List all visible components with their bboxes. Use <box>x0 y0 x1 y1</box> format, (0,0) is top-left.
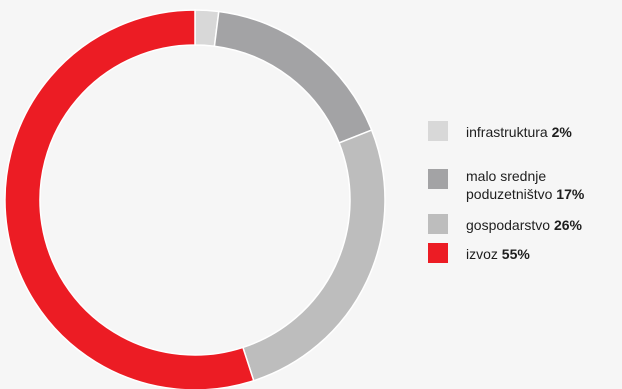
legend-swatch <box>428 243 448 263</box>
legend-item-malo-srednje-poduzetnistvo: malo srednje poduzetništvo 17% <box>428 165 622 203</box>
legend-value: 2% <box>551 124 572 140</box>
legend-item-izvoz: izvoz 55% <box>428 243 622 263</box>
legend-swatch <box>428 121 448 141</box>
donut-chart <box>4 9 386 389</box>
legend-swatch <box>428 169 448 189</box>
legend-value: 26% <box>553 217 582 233</box>
legend-label: infrastruktura 2% <box>466 124 572 140</box>
donut-slice-malo-srednje-poduzetni-tvo <box>213 10 373 144</box>
legend-value: 17% <box>556 186 585 202</box>
legend-label: izvoz 55% <box>466 246 530 262</box>
legend-label: gospodarstvo 26% <box>466 217 582 233</box>
legend-swatch <box>428 214 448 234</box>
legend-label: malo srednje poduzetništvo 17% <box>466 168 585 202</box>
legend-item-gospodarstvo: gospodarstvo 26% <box>428 214 622 234</box>
donut-slice-gospodarstvo <box>241 129 386 382</box>
donut-slice-izvoz <box>4 9 255 389</box>
legend: infrastruktura 2% malo srednje poduzetni… <box>428 121 622 271</box>
legend-item-infrastruktura: infrastruktura 2% <box>428 121 622 141</box>
legend-value: 55% <box>501 246 530 262</box>
